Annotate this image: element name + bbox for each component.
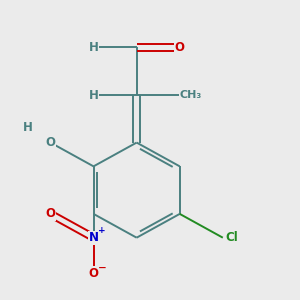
Text: H: H: [88, 41, 98, 54]
Text: O: O: [175, 41, 185, 54]
Text: −: −: [98, 263, 106, 273]
Text: O: O: [88, 267, 98, 280]
Text: N: N: [88, 231, 98, 244]
Text: H: H: [23, 121, 33, 134]
Text: Cl: Cl: [225, 231, 238, 244]
Text: O: O: [45, 136, 56, 149]
Text: H: H: [88, 88, 98, 101]
Text: CH₃: CH₃: [180, 90, 202, 100]
Text: O: O: [45, 207, 56, 220]
Text: +: +: [98, 226, 106, 235]
